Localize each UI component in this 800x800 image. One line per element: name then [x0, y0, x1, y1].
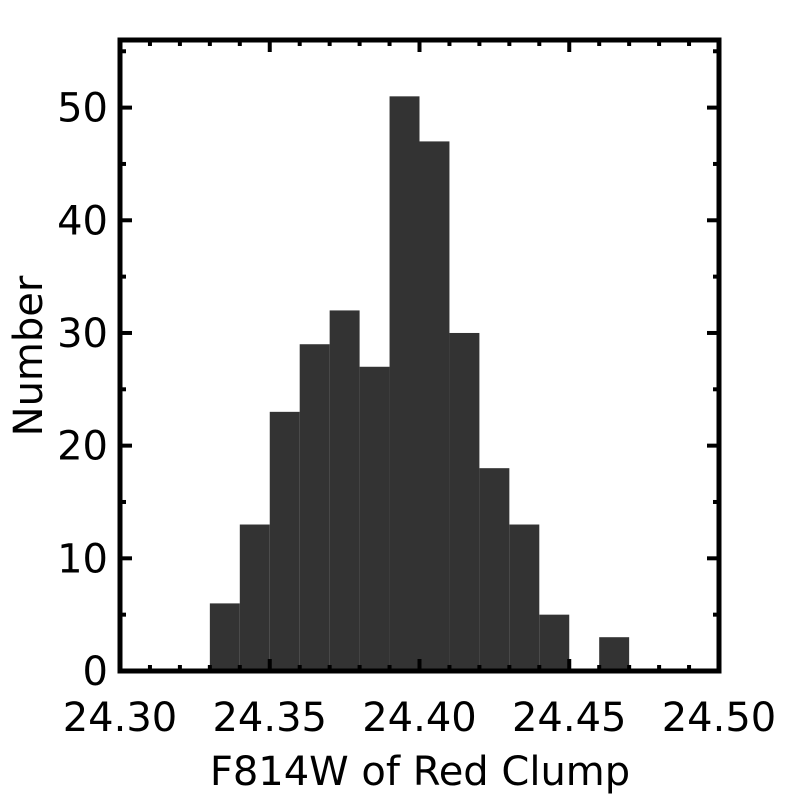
y-tick-label: 20: [57, 424, 108, 470]
bar: [389, 96, 420, 671]
x-axis-label: F814W of Red Clump: [210, 749, 630, 795]
bar: [209, 603, 240, 671]
y-axis-label: Number: [6, 275, 52, 436]
y-tick-label: 10: [57, 536, 108, 582]
bar: [539, 614, 570, 671]
bar: [239, 524, 270, 671]
plot-frame: [117, 37, 722, 674]
x-tick-label: 24.35: [212, 695, 327, 741]
x-tick-label: 24.40: [362, 695, 477, 741]
bar: [419, 141, 450, 672]
y-tick-label: 30: [57, 311, 108, 357]
bar: [359, 366, 390, 671]
bar: [599, 637, 630, 671]
bar: [449, 332, 480, 671]
bar: [479, 468, 510, 671]
y-tick-label: 0: [83, 649, 108, 695]
x-tick-label: 24.45: [512, 695, 627, 741]
bar: [509, 524, 540, 671]
y-tick-label: 40: [57, 198, 108, 244]
bar: [299, 344, 330, 671]
x-tick-label: 24.50: [662, 695, 777, 741]
bar: [269, 411, 300, 671]
bar: [329, 310, 360, 671]
y-tick-label: 50: [57, 86, 108, 132]
x-tick-label: 24.30: [63, 695, 178, 741]
